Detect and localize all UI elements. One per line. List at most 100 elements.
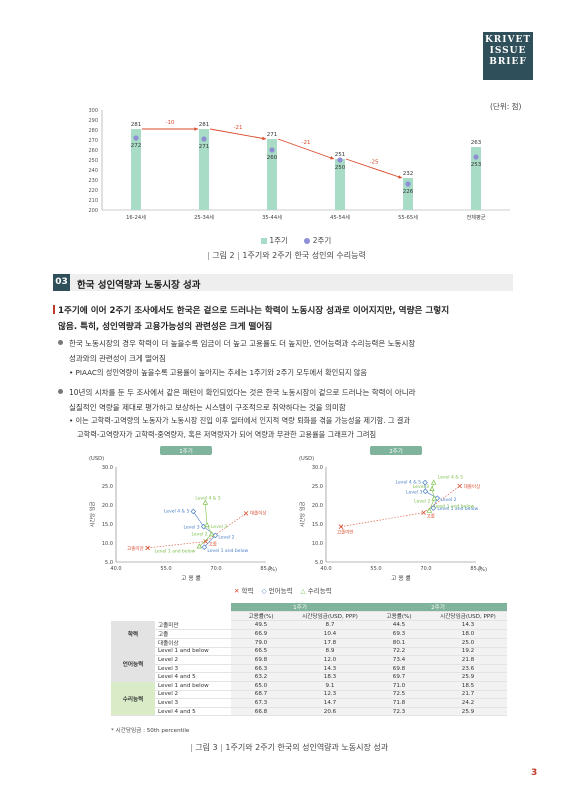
- x-tick-label: 55.0: [160, 566, 171, 572]
- bullet-1-line-2: 성과와의 관련성이 크게 떨어짐: [69, 354, 166, 363]
- y-tick-label: 10.0: [312, 541, 323, 547]
- point-label: 대졸이상: [464, 483, 481, 490]
- chart-title-tab: [160, 446, 212, 455]
- x-tick-label: 25-34세: [194, 213, 214, 221]
- table-row-label: Level 3: [155, 664, 231, 674]
- chart-title: 2주기: [389, 447, 403, 455]
- bar-series-1: [403, 178, 413, 210]
- table-row: 고졸 66.9 10.4 69.3 18.0: [111, 629, 507, 639]
- point-label: Level 3: [183, 525, 199, 531]
- table-cell: 65.0: [231, 681, 291, 691]
- point-label: Level 4 & 5: [164, 508, 190, 514]
- x-tick-label: 55.0: [370, 566, 381, 572]
- y-tick-label: 300: [88, 108, 98, 114]
- table-cell: 72.2: [369, 647, 429, 657]
- marker-series-2: [473, 154, 479, 160]
- figure2-caption-text: 1주기와 2주기 한국 성인의 수리능력: [242, 251, 366, 260]
- y-tick-label: 30.0: [312, 465, 323, 471]
- table-note: * 시간당임금 : 50th percentile: [111, 728, 190, 734]
- table-group-label: 학력: [111, 620, 155, 648]
- table-cell: 66.3: [231, 664, 291, 674]
- point-x-marker: [421, 510, 426, 515]
- table-row: 학력 고졸미만 49.5 8.7 44.5 14.3: [111, 620, 507, 648]
- table-row-label: 고졸미만: [155, 620, 231, 630]
- point-label: Level 1 and below: [207, 548, 248, 554]
- trend-arrow-line: [277, 138, 335, 160]
- point-label: Level 3: [211, 524, 227, 530]
- point-label: 고졸: [427, 514, 435, 520]
- scatter-legend: ✕ 학력 ◇ 언어능력 △ 수리능력: [234, 585, 332, 595]
- y-tick-label: 260: [88, 148, 98, 154]
- marker-series-2: [133, 135, 139, 141]
- table-row: Level 2 69.8 12.0 73.4 21.8: [111, 655, 507, 665]
- scatter-chart-2: 2주기 (USD) (%) 30.0 25.0 20.0 15.0 10.0 5.040.0 55…: [298, 446, 487, 582]
- data-table: 1주기 2주기 고용률(%) 시간당임금(USD, PPP) 고용률(%) 시간…: [111, 603, 507, 717]
- figure2-caption: | 그림 2 | 1주기와 2주기 한국 성인의 수리능력: [207, 251, 366, 260]
- y-tick-label: 5.0: [315, 560, 323, 566]
- bullet-2-sub-line-1: 이는 고학력-고역량의 노동자가 노동시장 진입 이후 일터에서 인지적 역량 …: [75, 416, 410, 425]
- legend-x-icon: ✕: [234, 587, 240, 595]
- chart-title-tab: [370, 446, 422, 455]
- x-tick-label: 70.0: [420, 566, 431, 572]
- table-cell: 17.8: [291, 638, 369, 648]
- point-label: Level 1 and below: [155, 548, 196, 554]
- lead-accent-bar: [53, 305, 55, 314]
- legend-diamond-icon: ◇: [261, 587, 267, 595]
- table-cell: 12.3: [291, 690, 369, 700]
- point-triangle-marker: [208, 531, 215, 537]
- x-tick-label: 16-24세: [126, 213, 146, 221]
- chart-title: 1주기: [179, 447, 193, 455]
- table-cell: 80.1: [369, 638, 429, 648]
- trend-diff-label: -10: [166, 120, 175, 126]
- y-tick-label: 10.0: [102, 541, 113, 547]
- table-cell: 69.7: [369, 672, 429, 682]
- point-x-marker: [338, 524, 344, 529]
- table-cell: 14.3: [291, 664, 369, 674]
- trend-arrow-head: [262, 136, 266, 141]
- point-diamond-marker: [190, 508, 197, 515]
- table-cell: 18.3: [291, 672, 369, 682]
- y-unit-label: (USD): [299, 456, 314, 462]
- bar-series-1: [335, 159, 345, 210]
- table-cell: 73.4: [369, 655, 429, 665]
- table-row: Level 4 and 5 63.2 18.3 69.7 25.9: [111, 672, 507, 682]
- table-cell: 69.8: [369, 664, 429, 674]
- point-triangle-marker: [202, 499, 209, 505]
- scatter-legend-1: 학력: [241, 587, 254, 595]
- table-group-label: 언어능력: [111, 647, 155, 682]
- bullet-2-line-2: 실질적인 역량을 제대로 평가하고 보상하는 시스템이 구조적으로 취약하다는 …: [69, 403, 346, 412]
- bullet-2-line-1: 10년의 시차를 둔 두 조사에서 같은 패턴이 확인되었다는 것은 한국 노동…: [69, 388, 416, 397]
- point-label: 고졸미만: [127, 545, 144, 552]
- x-tick-label: 40.0: [110, 566, 121, 572]
- brand-line-1: KRIVET: [484, 35, 532, 45]
- figure2-caption-num: 그림 2: [212, 251, 235, 260]
- y-tick-label: 15.0: [102, 522, 113, 528]
- table-row-label: Level 1 and below: [155, 681, 231, 691]
- lead-line-1: 1주기에 이어 2주기 조사에서도 한국은 겉으로 드러나는 학력이 노동시장 …: [58, 306, 450, 316]
- table-cell: 71.0: [369, 681, 429, 691]
- y-tick-label: 270: [88, 138, 98, 144]
- point-label: 고졸: [209, 541, 217, 547]
- table-row: Level 4 and 5 66.8 20.6 72.3 25.9: [111, 707, 507, 717]
- point-triangle-marker: [429, 486, 435, 491]
- y-tick-label: 290: [88, 118, 98, 124]
- bullet-2: 10년의 시차를 둔 두 조사에서 같은 패턴이 확인되었다는 것은 한국 노동…: [58, 385, 528, 415]
- bullet-dot: [58, 389, 63, 394]
- table-cell: 8.9: [291, 647, 369, 657]
- bar-series-1: [267, 139, 277, 210]
- y-tick-label: 220: [88, 188, 98, 194]
- table-cell: 25.9: [429, 707, 507, 717]
- y-tick-label: 250: [88, 158, 98, 164]
- point-label: Level 4 & 5: [438, 475, 464, 481]
- legend-swatch-1: [261, 238, 267, 244]
- bar-value-label-1: 281: [131, 122, 142, 128]
- y-unit-label: (USD): [89, 456, 104, 462]
- series-line-lang: [424, 482, 438, 509]
- point-label: Level 4 & 5: [195, 496, 221, 502]
- table-cell: 10.4: [291, 629, 369, 639]
- scatter-legend-2: 언어능력: [268, 587, 293, 595]
- marker-value-label-2: 272: [131, 143, 142, 149]
- table-row-label: Level 2: [155, 655, 231, 665]
- legend-swatch-2: [304, 238, 311, 244]
- table-cell: 21.8: [429, 655, 507, 665]
